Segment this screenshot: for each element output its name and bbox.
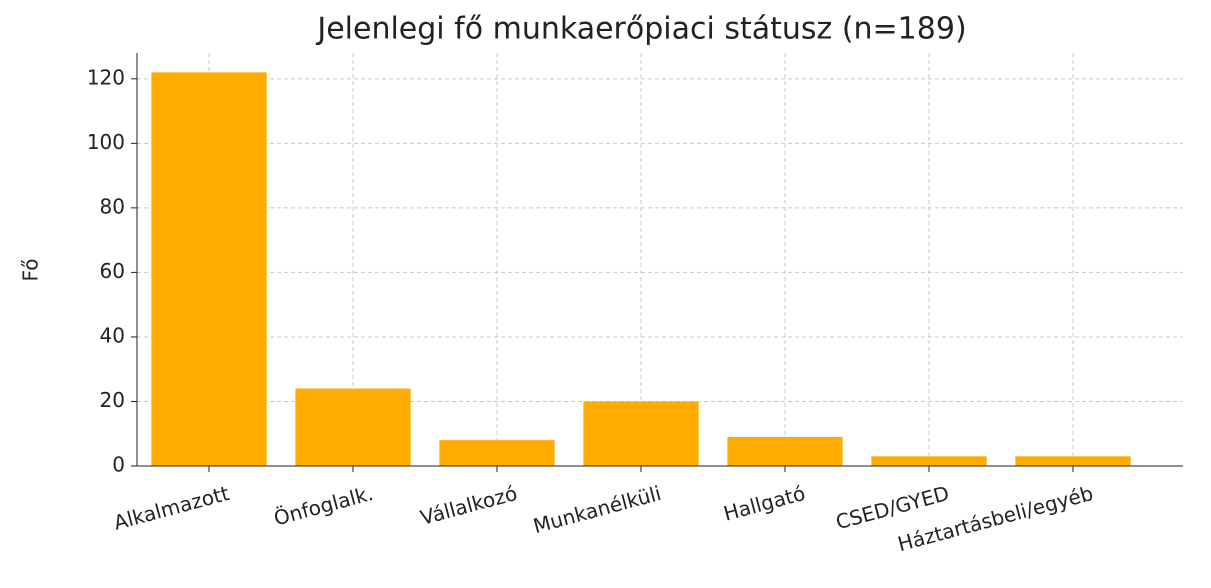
- x-tick-label: Alkalmazott: [111, 481, 232, 535]
- bar: [439, 440, 555, 466]
- x-tick-label: Hallgató: [721, 481, 808, 526]
- bar: [727, 436, 843, 466]
- y-tick-label: 80: [100, 194, 125, 218]
- y-tick-label: 120: [87, 65, 125, 89]
- y-axis-label: Fő: [19, 258, 43, 281]
- bar: [295, 388, 411, 466]
- chart-title: Jelenlegi fő munkaerőpiaci státusz (n=18…: [315, 12, 966, 47]
- y-tick-label: 100: [87, 130, 125, 154]
- bar: [583, 401, 699, 466]
- x-tick-label: Munkanélküli: [531, 481, 664, 538]
- y-tick-label: 0: [112, 453, 125, 477]
- bar: [871, 456, 987, 466]
- y-tick-label: 20: [100, 388, 125, 412]
- bar: [1015, 456, 1131, 466]
- x-tick-label: Önfoglalk.: [271, 481, 375, 531]
- bar: [151, 72, 267, 466]
- x-tick-label: Vállalkozó: [418, 481, 520, 530]
- y-tick-label: 60: [100, 259, 125, 283]
- y-tick-label: 40: [100, 323, 125, 347]
